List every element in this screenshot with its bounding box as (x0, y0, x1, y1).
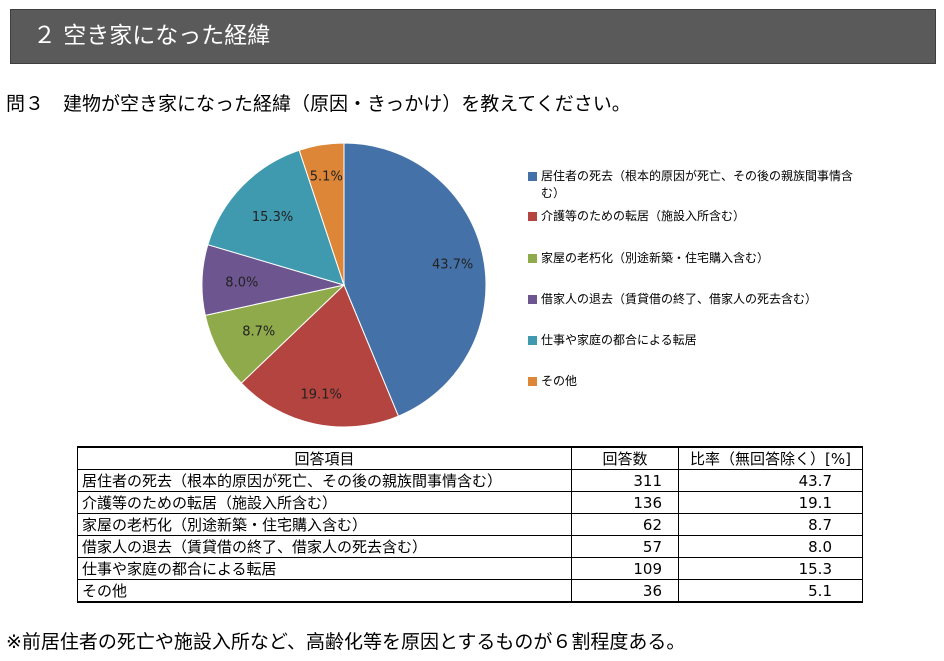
row-item: 居住者の死去（根本的原因が死亡、その後の親族間事情含む） (77, 469, 572, 492)
row-item: その他 (77, 579, 572, 603)
legend-swatch (528, 336, 537, 345)
legend-label: 借家人の退去（賃貸借の終了、借家人の死去含む） (541, 292, 818, 306)
pie-data-label: 8.7% (242, 324, 275, 339)
row-count: 62 (571, 513, 679, 536)
row-ratio: 43.7 (678, 469, 863, 492)
header-count: 回答数 (571, 446, 679, 470)
legend-swatch (528, 212, 537, 221)
pie-data-label: 8.0% (225, 275, 258, 290)
pie-slice (343, 142, 487, 417)
row-ratio: 15.3 (678, 557, 863, 580)
legend-swatch (528, 254, 537, 263)
row-count: 36 (571, 579, 679, 603)
row-item: 借家人の退去（賃貸借の終了、借家人の死去含む） (77, 535, 572, 558)
pie-slice (240, 284, 400, 428)
legend-swatch (528, 172, 537, 181)
table-row: 仕事や家庭の都合による転居 109 15.3 (77, 557, 863, 580)
table-row: 居住者の死去（根本的原因が死亡、その後の親族間事情含む） 311 43.7 (77, 469, 863, 492)
legend-label: 居住者の死去（根本的原因が死亡、その後の親族間事情含む） (541, 169, 854, 200)
table-header-row: 回答項目 回答数 比率（無回答除く）[%] (77, 446, 863, 470)
row-item: 仕事や家庭の都合による転居 (77, 557, 572, 580)
legend-swatch (528, 295, 537, 304)
legend-label: その他 (541, 374, 578, 388)
row-ratio: 8.7 (678, 513, 863, 536)
legend-item-death: 居住者の死去（根本的原因が死亡、その後の親族間事情含む） (528, 168, 868, 202)
legend-item-aging-house: 家屋の老朽化（別途新築・住宅購入含む） (528, 250, 868, 267)
header-ratio: 比率（無回答除く）[%] (678, 446, 863, 470)
legend-label: 家屋の老朽化（別途新築・住宅購入含む） (541, 251, 770, 265)
row-ratio: 19.1 (678, 491, 863, 514)
legend-label: 介護等のための転居（施設入所含む） (541, 209, 746, 223)
table-row: 借家人の退去（賃貸借の終了、借家人の死去含む） 57 8.0 (77, 535, 863, 558)
row-item: 家屋の老朽化（別途新築・住宅購入含む） (77, 513, 572, 536)
legend-item-other: その他 (528, 373, 868, 390)
table-row: 介護等のための転居（施設入所含む） 136 19.1 (77, 491, 863, 514)
legend-label: 仕事や家庭の都合による転居 (541, 333, 697, 347)
row-count: 57 (571, 535, 679, 558)
table-row: 家屋の老朽化（別途新築・住宅購入含む） 62 8.7 (77, 513, 863, 536)
response-table: 回答項目 回答数 比率（無回答除く）[%] 居住者の死去（根本的原因が死亡、その… (77, 446, 863, 603)
question-text: 問３ 建物が空き家になった経緯（原因・きっかけ）を教えてください。 (6, 93, 631, 115)
row-count: 311 (571, 469, 679, 492)
section-header: ２ 空き家になった経緯 (10, 9, 936, 64)
section-title: ２ 空き家になった経緯 (33, 23, 271, 49)
row-ratio: 8.0 (678, 535, 863, 558)
row-item: 介護等のための転居（施設入所含む） (77, 491, 572, 514)
table-row: その他 36 5.1 (77, 579, 863, 603)
legend-item-care-move: 介護等のための転居（施設入所含む） (528, 208, 868, 225)
header-item: 回答項目 (77, 446, 572, 470)
pie-data-label: 5.1% (310, 170, 343, 185)
pie-data-label: 15.3% (252, 210, 293, 225)
pie-data-label: 19.1% (301, 387, 342, 402)
pie-data-label: 43.7% (432, 257, 473, 272)
legend-item-tenant-leave: 借家人の退去（賃貸借の終了、借家人の死去含む） (528, 291, 868, 308)
legend-swatch (528, 377, 537, 386)
row-count: 136 (571, 491, 679, 514)
footnote: ※前居住者の死亡や施設入所など、高齢化等を原因とするものが６割程度ある。 (6, 631, 686, 653)
pie-slice (298, 142, 345, 286)
row-ratio: 5.1 (678, 579, 863, 603)
legend-item-work-family-move: 仕事や家庭の都合による転居 (528, 332, 868, 349)
row-count: 109 (571, 557, 679, 580)
